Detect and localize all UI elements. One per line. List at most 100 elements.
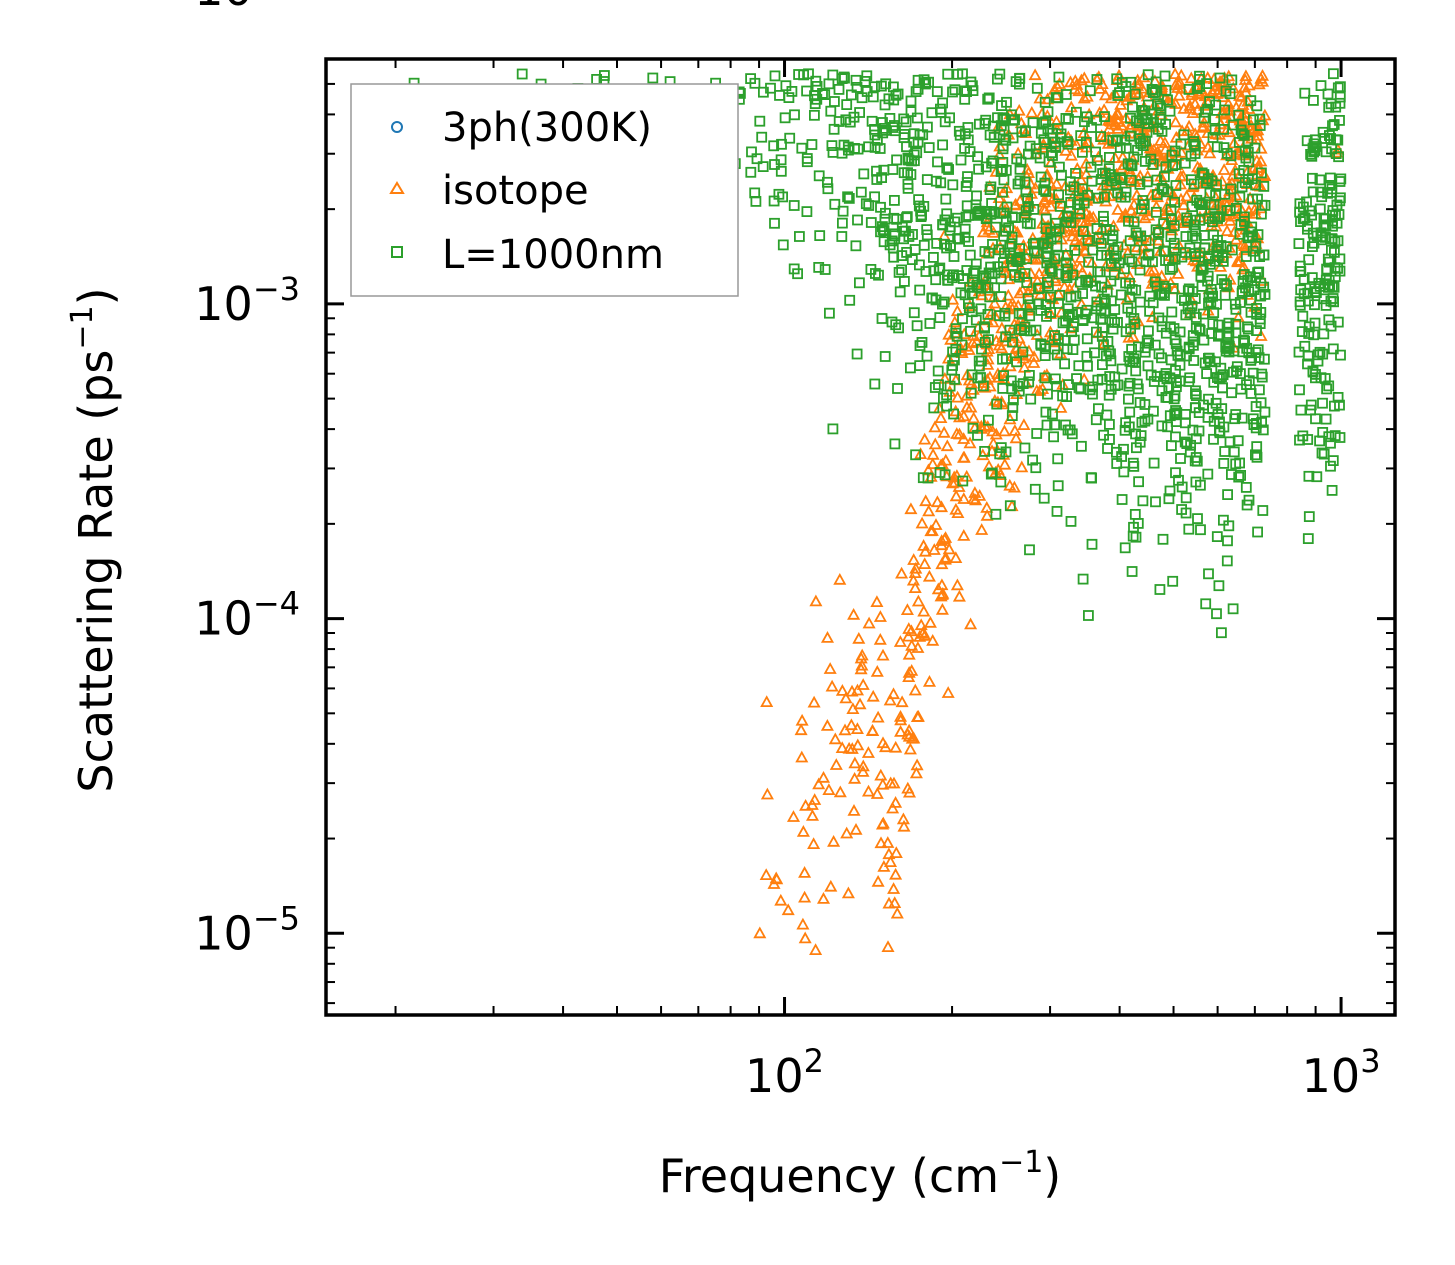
data-point <box>1067 344 1079 356</box>
data-point <box>1116 363 1128 375</box>
data-point <box>1017 346 1029 358</box>
data-point <box>1238 211 1250 223</box>
data-point <box>812 777 826 790</box>
data-point <box>1129 244 1141 256</box>
data-point <box>1027 454 1038 466</box>
data-point <box>817 88 828 99</box>
data-point <box>1074 204 1088 217</box>
data-point <box>1193 323 1205 335</box>
data-point <box>751 153 763 165</box>
data-point <box>1101 179 1113 191</box>
data-point <box>1170 365 1181 376</box>
data-point <box>957 432 971 444</box>
data-point <box>923 142 935 154</box>
data-point <box>1130 428 1141 440</box>
data-point <box>1335 81 1346 93</box>
data-point <box>1256 371 1268 383</box>
data-point <box>1197 199 1208 211</box>
data-point <box>1303 470 1315 482</box>
data-point <box>1020 205 1032 217</box>
data-point <box>1112 241 1124 253</box>
legend-marker-boundary <box>391 246 403 258</box>
data-point <box>1180 417 1191 429</box>
data-point <box>1070 167 1081 179</box>
data-point <box>1123 380 1135 392</box>
data-point <box>827 423 839 435</box>
data-point <box>1194 81 1205 92</box>
data-point <box>861 70 873 82</box>
data-point <box>781 903 795 916</box>
data-point <box>1063 379 1074 391</box>
data-point <box>1138 199 1150 211</box>
data-point <box>904 502 918 515</box>
data-point <box>1200 106 1211 118</box>
data-point <box>1178 129 1190 141</box>
data-point <box>1174 375 1186 387</box>
data-point <box>1308 146 1320 158</box>
data-point <box>1310 413 1321 425</box>
data-point <box>1090 146 1101 158</box>
data-point <box>1198 334 1210 346</box>
data-point <box>1000 225 1011 237</box>
data-point <box>1004 500 1016 512</box>
data-point <box>1221 279 1232 291</box>
data-point <box>929 382 941 393</box>
data-point <box>871 710 885 723</box>
data-point <box>1024 544 1035 556</box>
legend: 3ph(300K) isotope L=1000nm <box>350 83 739 297</box>
data-point <box>1027 356 1041 368</box>
data-point <box>971 279 983 291</box>
data-point <box>892 383 903 394</box>
data-point <box>1314 203 1326 215</box>
y-tick-label: 10−5 <box>194 899 300 960</box>
data-point <box>1142 118 1154 130</box>
data-point <box>844 718 858 731</box>
data-point <box>1024 369 1035 381</box>
data-point <box>978 321 990 333</box>
data-point <box>1156 126 1168 137</box>
data-point <box>1222 535 1233 547</box>
data-point <box>647 72 659 84</box>
data-point <box>861 746 875 758</box>
data-point <box>1011 356 1022 368</box>
data-point <box>1100 277 1115 290</box>
data-point <box>1039 169 1054 182</box>
data-point <box>980 501 994 513</box>
data-point <box>888 251 900 263</box>
data-point <box>850 683 865 696</box>
data-point <box>1250 401 1262 412</box>
data-point <box>1184 446 1196 458</box>
data-point <box>1152 98 1163 109</box>
data-point <box>1091 223 1103 234</box>
y-tick-label: 10−2 <box>194 0 300 16</box>
data-point <box>937 97 948 109</box>
data-point <box>1129 88 1141 100</box>
data-point <box>1231 202 1242 214</box>
data-point <box>941 162 953 174</box>
data-point <box>1090 414 1102 426</box>
data-point <box>993 468 1008 481</box>
data-point <box>813 170 825 182</box>
data-point <box>1091 74 1103 85</box>
data-point <box>1044 199 1058 212</box>
data-point <box>836 231 848 242</box>
data-point <box>1093 403 1104 415</box>
data-point <box>1024 218 1036 230</box>
data-point <box>1172 88 1186 101</box>
data-point <box>1098 88 1113 101</box>
data-point <box>893 709 908 722</box>
data-point <box>1191 455 1203 467</box>
data-point <box>805 798 819 810</box>
data-point <box>1051 231 1063 243</box>
data-point <box>1238 243 1252 256</box>
data-point <box>1099 191 1110 203</box>
data-point <box>848 771 862 784</box>
data-point <box>1204 187 1216 199</box>
data-point <box>1000 215 1012 227</box>
data-point <box>950 323 962 335</box>
data-point <box>1234 228 1246 240</box>
data-point <box>1114 142 1126 154</box>
data-point <box>806 139 818 150</box>
data-point <box>1148 405 1159 417</box>
data-point <box>1250 240 1262 252</box>
